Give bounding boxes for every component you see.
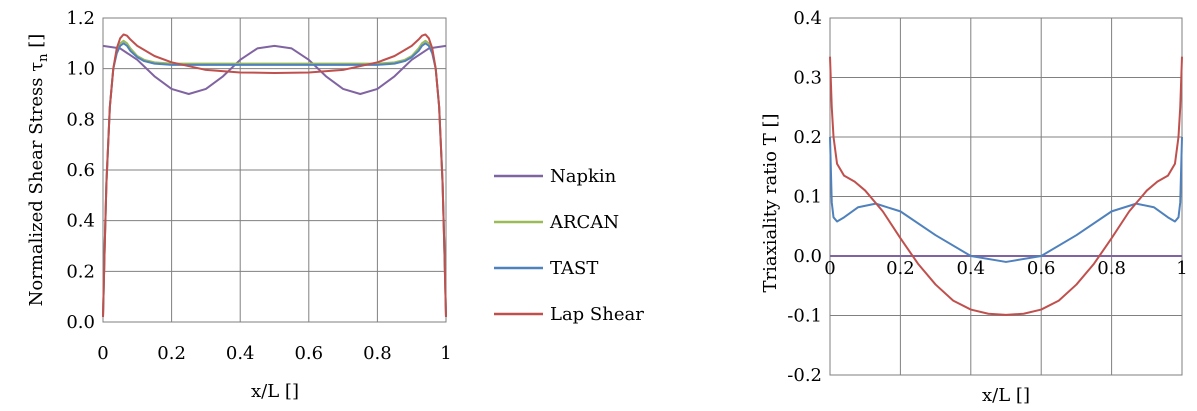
- right-x-tick-label: 0.2: [886, 258, 915, 279]
- left-y-tick-label: 0.0: [66, 312, 95, 333]
- triaxiality-plot-frame: [829, 17, 1183, 376]
- right-y-tick-label: 0.0: [793, 246, 822, 267]
- right-y-tick-label: -0.1: [787, 306, 822, 327]
- right-x-tick-label: 0.4: [956, 258, 985, 279]
- left-x-tick-label: 0.4: [226, 343, 255, 364]
- left-series-lap-shear: [102, 33, 447, 317]
- left-y-tick-label: 0.4: [66, 211, 95, 232]
- left-series-tast: [102, 42, 447, 317]
- left-y-tick-label: 1.0: [66, 59, 95, 80]
- left-series-napkin: [102, 44, 447, 95]
- right-x-tick-label: 1: [1176, 258, 1187, 279]
- right-x-tick-label: 0: [824, 258, 835, 279]
- shear-stress-x-axis-title: x/L []: [251, 381, 299, 402]
- left-y-tick-label: 0.8: [66, 109, 95, 130]
- triaxiality-series: [829, 56, 1183, 316]
- legend-label-tast: TAST: [550, 258, 598, 279]
- left-x-tick-label: 1: [440, 343, 451, 364]
- triaxiality-gridlines: [829, 17, 1183, 376]
- left-x-tick-label: 0.8: [363, 343, 392, 364]
- shear-stress-y-axis-title-main: Normalized Shear Stress τ: [26, 62, 47, 307]
- right-y-tick-label: -0.2: [787, 365, 822, 386]
- shear-stress-y-axis-title-subscript: n: [36, 53, 51, 62]
- shear-stress-plot-frame: [102, 17, 447, 323]
- shear-stress-x-tick-labels: 0 0.2 0.4 0.6 0.8 1: [97, 343, 451, 364]
- legend: Napkin ARCAN TAST Lap Shear: [494, 166, 644, 325]
- shear-stress-y-axis-title-unit: []: [26, 34, 47, 54]
- left-y-tick-label: 0.6: [66, 160, 95, 181]
- shear-stress-chart: 0.0 0.2 0.4 0.6 0.8 1.0 1.2 0 0.2 0.4 0.6 0.8 1 x/L…: [26, 8, 452, 402]
- triaxiality-chart: -0.2 -0.1 0.0 0.1 0.2 0.3 0.4 0 0.2 0.4 0.6 0.8 1 x…: [760, 8, 1188, 406]
- right-x-tick-label: 0.6: [1027, 258, 1056, 279]
- shear-stress-y-tick-labels: 0.0 0.2 0.4 0.6 0.8 1.0 1.2: [66, 8, 95, 333]
- legend-label-arcan: ARCAN: [549, 212, 619, 233]
- shear-stress-y-axis-title: Normalized Shear Stress τn []: [26, 34, 51, 307]
- left-x-tick-label: 0.2: [157, 343, 186, 364]
- right-y-tick-label: 0.2: [793, 127, 822, 148]
- legend-label-napkin: Napkin: [550, 166, 617, 187]
- triaxiality-x-axis-title: x/L []: [982, 385, 1030, 406]
- right-x-tick-label: 0.8: [1097, 258, 1126, 279]
- right-series-tast: [829, 136, 1183, 263]
- triaxiality-y-axis-title: Triaxiality ratio T []: [760, 113, 781, 292]
- right-y-tick-label: 0.1: [793, 187, 822, 208]
- left-y-tick-label: 0.2: [66, 261, 95, 282]
- triaxiality-y-tick-labels: -0.2 -0.1 0.0 0.1 0.2 0.3 0.4: [787, 8, 822, 386]
- right-series-lap-shear: [829, 56, 1183, 316]
- left-y-tick-label: 1.2: [66, 8, 95, 29]
- legend-label-lap-shear: Lap Shear: [550, 304, 644, 325]
- shear-stress-series: [102, 33, 447, 317]
- left-series-arcan: [102, 39, 447, 317]
- right-y-tick-label: 0.3: [793, 68, 822, 89]
- right-y-tick-label: 0.4: [793, 8, 822, 29]
- left-x-tick-label: 0.6: [294, 343, 323, 364]
- left-x-tick-label: 0: [97, 343, 108, 364]
- triaxiality-x-tick-labels: 0 0.2 0.4 0.6 0.8 1: [824, 258, 1187, 279]
